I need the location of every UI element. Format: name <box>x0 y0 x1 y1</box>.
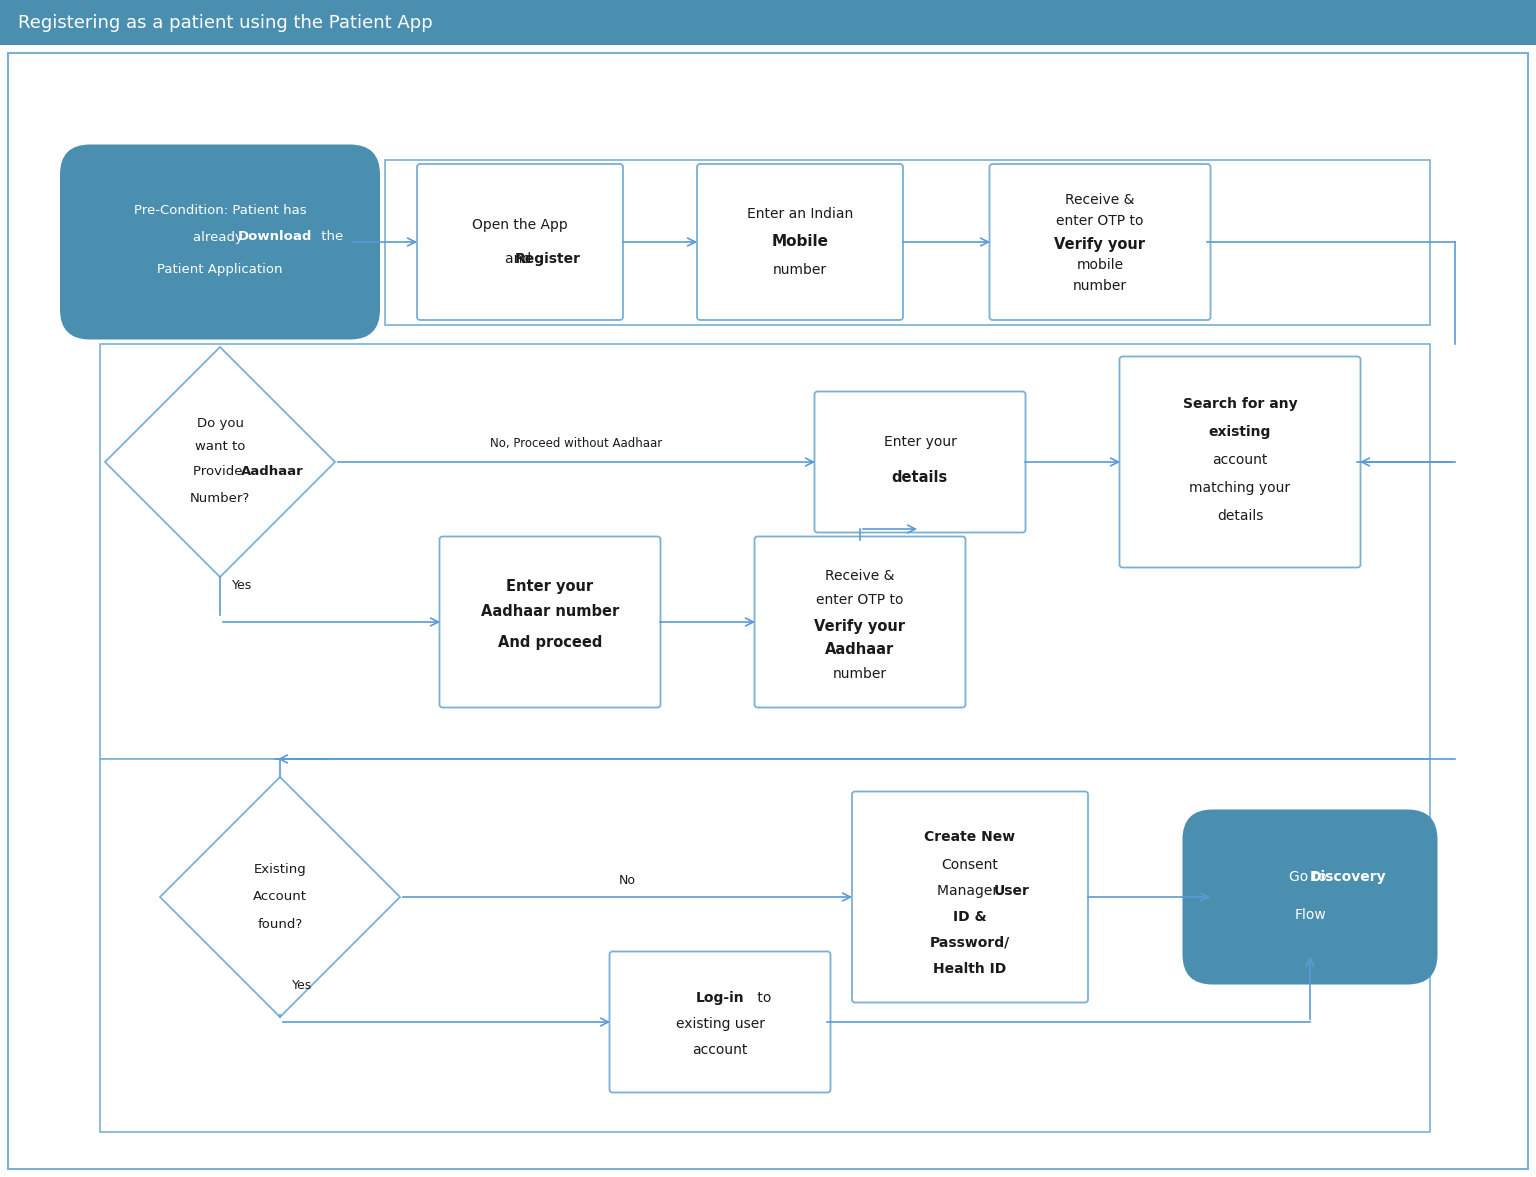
FancyBboxPatch shape <box>610 951 831 1092</box>
FancyBboxPatch shape <box>8 53 1528 1169</box>
FancyBboxPatch shape <box>439 537 660 707</box>
Text: Open the App: Open the App <box>472 218 568 232</box>
Text: Go to: Go to <box>1289 870 1332 884</box>
Text: existing user: existing user <box>676 1017 765 1031</box>
Text: Consent: Consent <box>942 858 998 872</box>
FancyBboxPatch shape <box>60 145 379 339</box>
Text: Flow: Flow <box>1295 907 1326 922</box>
Polygon shape <box>104 347 335 577</box>
Polygon shape <box>160 777 399 1017</box>
Text: existing: existing <box>1209 425 1272 439</box>
Text: number: number <box>1074 279 1127 293</box>
Text: Yes: Yes <box>292 979 312 992</box>
Text: Register: Register <box>515 252 581 266</box>
Text: Verify your: Verify your <box>1055 237 1146 252</box>
Text: details: details <box>892 470 948 485</box>
Text: Mobile: Mobile <box>771 234 828 250</box>
Text: Search for any: Search for any <box>1183 397 1298 411</box>
Text: Patient Application: Patient Application <box>157 264 283 277</box>
Text: Health ID: Health ID <box>934 962 1006 976</box>
Text: Yes: Yes <box>232 579 252 592</box>
Text: Discovery: Discovery <box>1310 870 1387 884</box>
Text: No, Proceed without Aadhaar: No, Proceed without Aadhaar <box>490 437 662 450</box>
Text: Existing: Existing <box>253 863 306 876</box>
Text: Do you: Do you <box>197 418 244 431</box>
Text: Log-in: Log-in <box>696 991 745 1005</box>
Text: User: User <box>994 884 1031 898</box>
Text: Password/: Password/ <box>929 936 1011 950</box>
Text: Number?: Number? <box>190 492 250 505</box>
FancyBboxPatch shape <box>814 392 1026 532</box>
Text: Enter an Indian: Enter an Indian <box>746 207 852 221</box>
Text: Manager: Manager <box>937 884 1003 898</box>
Text: details: details <box>1217 508 1263 523</box>
Text: number: number <box>833 667 888 681</box>
FancyBboxPatch shape <box>100 344 1430 759</box>
Text: Enter your: Enter your <box>507 579 593 593</box>
Text: want to: want to <box>195 439 246 452</box>
Text: and: and <box>505 252 536 266</box>
Text: Aadhaar: Aadhaar <box>825 643 894 658</box>
Text: Create New: Create New <box>925 830 1015 844</box>
FancyBboxPatch shape <box>754 537 966 707</box>
Text: to: to <box>753 991 771 1005</box>
Text: Download: Download <box>238 231 312 244</box>
Text: matching your: matching your <box>1189 481 1290 496</box>
Text: Verify your: Verify your <box>814 618 906 633</box>
FancyBboxPatch shape <box>1183 810 1438 984</box>
Text: Aadhaar: Aadhaar <box>241 465 304 479</box>
FancyBboxPatch shape <box>989 164 1210 320</box>
FancyBboxPatch shape <box>100 759 1430 1132</box>
Text: found?: found? <box>258 918 303 931</box>
Text: Provide: Provide <box>194 465 247 479</box>
Text: mobile: mobile <box>1077 258 1123 272</box>
Text: the: the <box>316 231 343 244</box>
Text: already: already <box>194 231 247 244</box>
Text: account: account <box>693 1043 748 1057</box>
Text: Pre-Condition: Patient has: Pre-Condition: Patient has <box>134 204 306 217</box>
Text: Registering as a patient using the Patient App: Registering as a patient using the Patie… <box>18 13 433 32</box>
Text: ID &: ID & <box>954 910 986 924</box>
Text: Enter your: Enter your <box>883 435 957 448</box>
FancyBboxPatch shape <box>416 164 624 320</box>
Text: number: number <box>773 262 826 277</box>
Text: enter OTP to: enter OTP to <box>1057 214 1144 228</box>
FancyBboxPatch shape <box>0 0 1536 45</box>
Text: Receive &: Receive & <box>825 568 894 583</box>
Text: Receive &: Receive & <box>1066 193 1135 207</box>
FancyBboxPatch shape <box>386 160 1430 325</box>
FancyBboxPatch shape <box>697 164 903 320</box>
Text: Aadhaar number: Aadhaar number <box>481 605 619 619</box>
FancyBboxPatch shape <box>852 791 1087 1003</box>
Text: enter OTP to: enter OTP to <box>816 593 903 607</box>
Text: account: account <box>1212 453 1267 467</box>
Text: And proceed: And proceed <box>498 634 602 650</box>
Text: Account: Account <box>253 891 307 904</box>
FancyBboxPatch shape <box>1120 357 1361 567</box>
Text: No: No <box>619 875 636 887</box>
